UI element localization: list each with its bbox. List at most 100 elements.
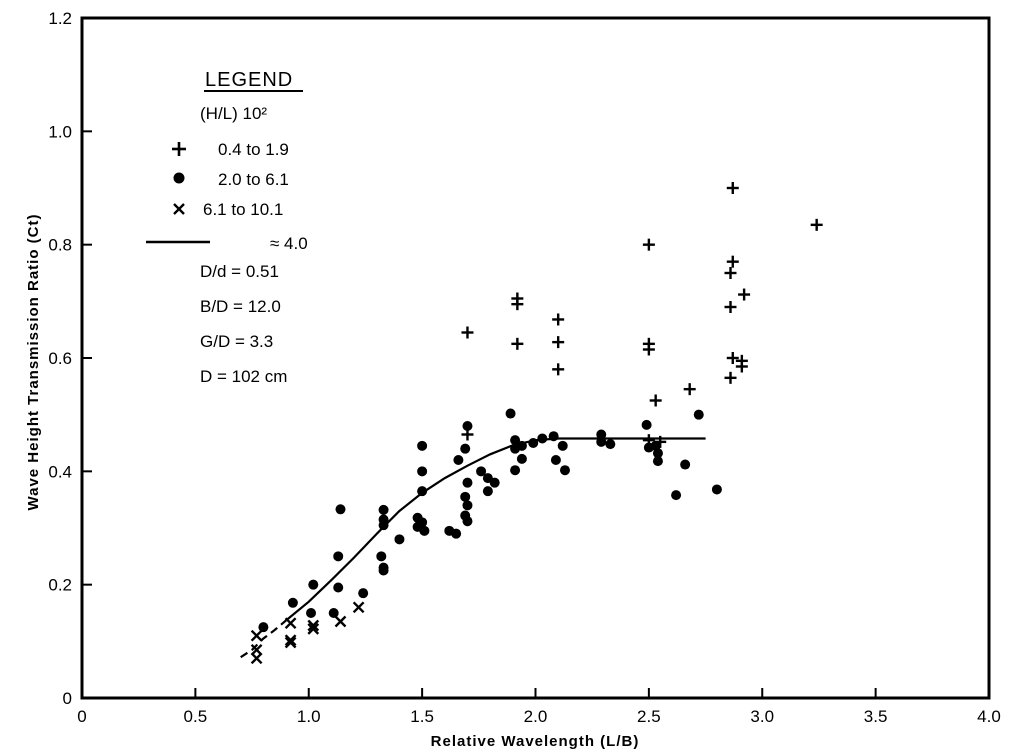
data-point-dot <box>680 459 691 470</box>
data-point-dot <box>462 516 473 527</box>
data-point-plus <box>724 371 737 384</box>
legend-subtitle: (H/L) 10² <box>200 104 267 123</box>
data-point-plus <box>552 363 565 376</box>
y-tick-label: 1.2 <box>48 9 72 28</box>
data-point-x <box>334 615 347 628</box>
data-point-plus <box>461 326 474 339</box>
data-point-plus <box>726 182 739 194</box>
data-point-plus <box>810 218 823 231</box>
data-point-x <box>284 617 297 630</box>
data-point-x <box>250 643 263 656</box>
data-point-plus <box>724 267 737 279</box>
data-point-dot <box>333 551 344 562</box>
data-point-x <box>307 619 320 632</box>
data-point-dot <box>476 466 487 477</box>
legend-entry-line: ≈ 4.0 <box>270 234 308 253</box>
data-point-dot <box>462 477 473 488</box>
x-tick-label: 3.0 <box>750 707 774 726</box>
data-point-dot <box>652 448 663 459</box>
data-point-dot <box>693 409 704 420</box>
data-point-dot <box>358 588 369 599</box>
data-point-dot <box>557 440 568 451</box>
x-axis-title: Relative Wavelength (L/B) <box>431 733 640 750</box>
data-point-dot <box>516 453 527 464</box>
data-point-dot <box>460 491 471 502</box>
data-point-dot <box>711 484 722 495</box>
legend-param-3: G/D = 3.3 <box>200 332 273 351</box>
data-point-dot <box>462 500 473 511</box>
x-tick-label: 4.0 <box>977 707 1001 726</box>
data-point-plus <box>511 337 524 350</box>
x-tick-label: 0.5 <box>184 707 208 726</box>
legend-title: LEGEND <box>205 69 293 91</box>
y-tick-label: 0.2 <box>48 576 72 595</box>
data-point-x <box>250 652 263 665</box>
x-tick-label: 3.5 <box>864 707 888 726</box>
data-point-dot <box>652 456 663 467</box>
data-point-dot <box>378 504 389 515</box>
data-point-dot <box>306 608 317 618</box>
data-point-dot <box>482 486 493 497</box>
data-point-dot <box>505 408 516 419</box>
data-point-dot <box>510 465 521 476</box>
data-point-dot <box>460 443 471 454</box>
data-point-x <box>250 629 263 642</box>
data-point-dot <box>308 579 319 590</box>
data-point-dot <box>287 597 298 608</box>
fit-curve <box>240 437 706 659</box>
data-point-dot <box>258 622 269 633</box>
legend-entry-x: 6.1 to 10.1 <box>203 200 283 219</box>
data-point-plus <box>683 383 696 396</box>
y-tick-label: 0.6 <box>48 349 72 368</box>
data-point-dot <box>537 433 548 444</box>
legend-entry-plus: 0.4 to 1.9 <box>218 140 289 159</box>
data-point-dot <box>417 517 428 528</box>
y-tick-label: 1.0 <box>48 122 72 141</box>
legend-entry-dot: 2.0 to 6.1 <box>218 170 289 189</box>
y-tick-label: 0.4 <box>48 462 72 481</box>
data-point-dot <box>378 520 389 531</box>
data-point-dot <box>417 466 428 477</box>
x-tick-label: 1.5 <box>410 707 434 726</box>
data-point-dot <box>394 534 405 545</box>
legend-marker-dot-icon <box>173 172 185 184</box>
data-point-dot <box>596 429 607 440</box>
data-points <box>250 182 823 665</box>
legend-marker-x-icon <box>173 203 185 215</box>
data-point-dot <box>417 486 428 497</box>
data-point-dot <box>528 438 539 448</box>
data-point-dot <box>335 504 346 515</box>
fit-curve-dashed <box>240 619 287 659</box>
data-point-dot <box>550 455 561 465</box>
data-point-dot <box>596 436 607 447</box>
data-point-x <box>284 636 297 649</box>
legend-param-1: D/d = 0.51 <box>200 262 279 281</box>
data-point-dot <box>378 565 389 576</box>
data-point-plus <box>726 255 739 268</box>
data-point-dot <box>559 465 570 476</box>
data-point-plus <box>726 352 739 364</box>
data-point-plus <box>738 288 751 301</box>
data-point-x <box>352 601 365 614</box>
data-point-dot <box>641 419 652 430</box>
x-tick-label: 0 <box>77 707 86 726</box>
axis-ticks: 0 0.5 1.0 1.5 2.0 2.5 3.0 3.5 4.0 0 0.2 0.4 0.6 0.8 1.… <box>48 9 1000 726</box>
x-tick-label: 1.0 <box>297 707 321 726</box>
data-point-dot <box>510 435 521 446</box>
fit-curve-solid <box>285 437 706 622</box>
data-point-dot <box>489 477 500 488</box>
data-point-plus <box>724 301 737 313</box>
data-point-dot <box>451 528 462 539</box>
data-point-dot <box>417 440 428 451</box>
data-point-dot <box>328 608 339 618</box>
data-point-dot <box>453 455 464 465</box>
data-point-dot <box>671 490 682 501</box>
data-point-plus <box>642 238 655 251</box>
x-tick-label: 2.0 <box>524 707 548 726</box>
data-point-plus <box>735 360 748 373</box>
data-point-plus <box>552 313 565 326</box>
data-point-x <box>307 623 320 635</box>
y-tick-label: 0.8 <box>48 236 72 255</box>
data-point-dot <box>548 431 559 442</box>
data-point-dot <box>376 551 387 562</box>
